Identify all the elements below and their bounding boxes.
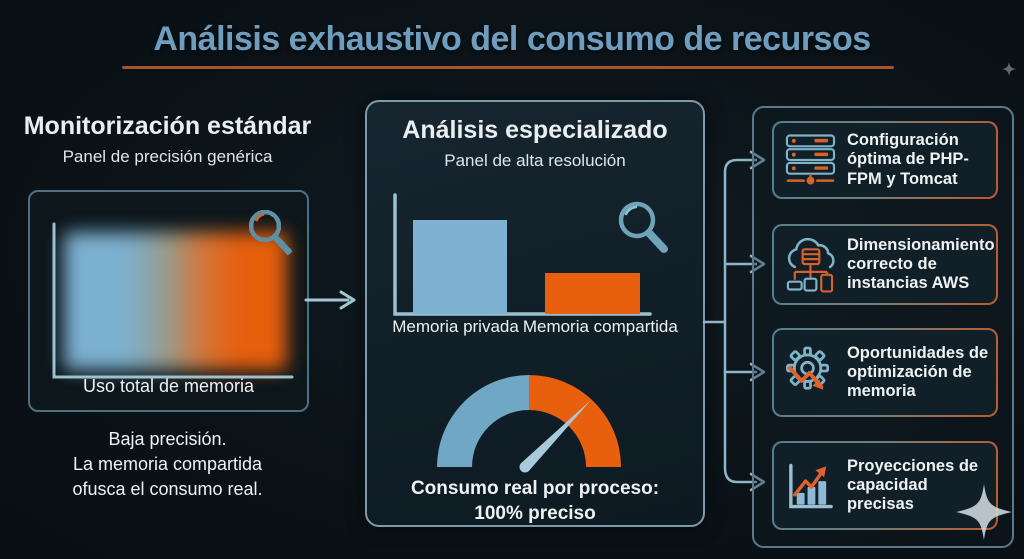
standard-chart-panel: Uso total de memoria [28,190,309,412]
page-title: Análisis exhaustivo del consumo de recur… [153,20,871,58]
blurred-memory-bar [64,232,287,370]
outcome-card-aws-sizing: Dimensionamiento correcto de instancias … [772,224,998,305]
bar-label-shared: Memoria compartida [522,317,678,336]
server-rack-icon [785,134,836,185]
chart-axes [52,222,294,379]
note-line: ofusca el consumo real. [72,479,263,499]
note-line: Baja precisión. [108,429,227,449]
bar-label-private: Memoria privada [392,317,519,336]
note-line: La memoria compartida [72,454,263,474]
specialized-panel-subheading: Panel de alta resolución [444,151,626,170]
specialized-panel: Análisis especializado Panel de alta res… [365,100,705,527]
outcome-card-memory-optimization: Oportunidades de optimización de memoria [772,328,998,417]
outcome-card-php-fpm: Configuración óptima de PHP-FPM y Tomcat [772,121,998,199]
gauge-caption-line2: 100% preciso [474,503,596,524]
gauge-right-segment [529,375,621,467]
standard-panel-heading: Monitorización estándar [23,112,312,140]
gauge-left-segment [437,375,529,467]
outcome-label: Proyecciones de capacidad precisas [846,456,979,514]
specialized-panel-heading: Análisis especializado [402,116,668,144]
title-underline [122,66,894,69]
gauge-needle [519,400,591,473]
bar-labels-row: Memoria privada Memoria compartida [367,317,703,337]
precision-gauge [437,375,621,473]
bar-memoria-privada [413,220,507,314]
outcome-label: Configuración óptima de PHP-FPM y Tomcat [846,131,969,188]
outcome-label: Oportunidades de optimización de memoria [846,343,989,401]
gear-optimization-icon [786,346,830,390]
standard-chart-caption: Uso total de memoria [82,376,255,396]
growth-chart-icon [789,463,833,508]
magnifier-sharp-icon [618,201,668,253]
standard-panel-subheading: Panel de precisión genérica [62,147,273,166]
standard-chart-canvas [52,209,294,379]
outcome-label: Dimensionamiento correcto de instancias … [846,235,995,293]
magnifier-pixelated-icon [248,209,293,256]
cloud-instances-icon [786,237,835,293]
outcome-card-capacity-projections: Proyecciones de capacidad precisas [772,441,998,530]
standard-panel-note: Baja precisión. La memoria compartida of… [20,427,315,502]
sparkle-small-icon [1002,62,1016,76]
memory-bar-chart [393,193,668,316]
gauge-caption-line1: Consumo real por proceso: [410,478,660,499]
bar-memoria-compartida [545,273,640,314]
left-to-center-arrow [304,290,356,310]
